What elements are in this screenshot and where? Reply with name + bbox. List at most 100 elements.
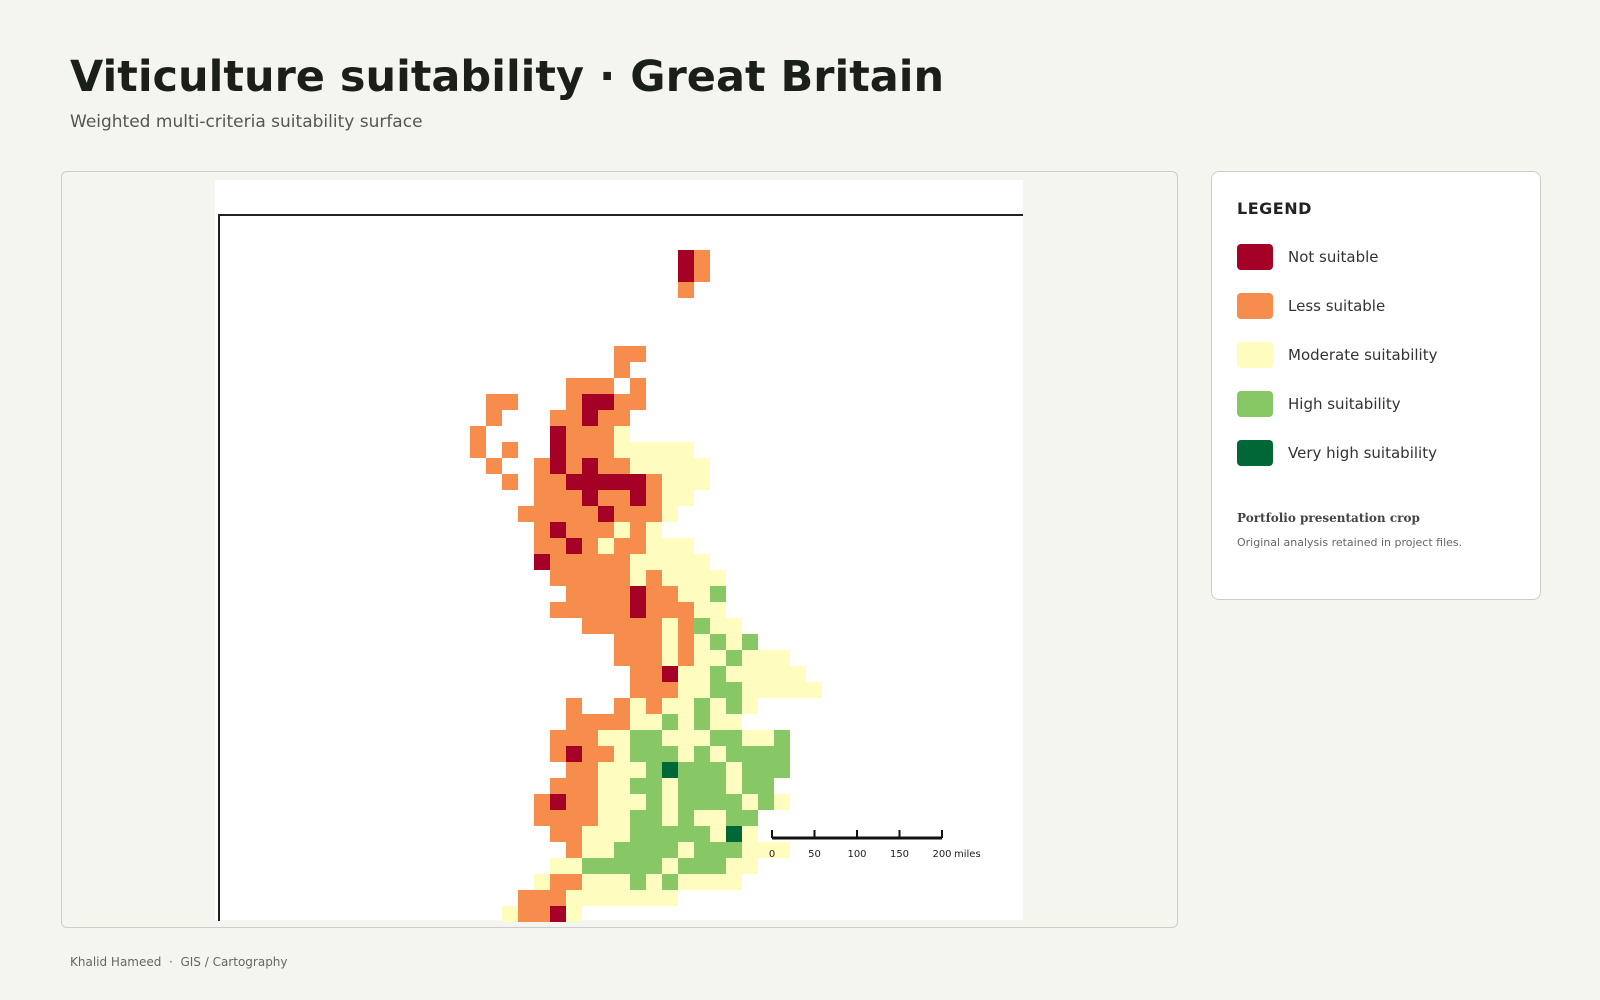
raster-cell [678, 570, 694, 586]
raster-cell [566, 394, 582, 410]
raster-cell [598, 602, 614, 618]
raster-cell [662, 778, 678, 794]
raster-cell [630, 874, 646, 890]
raster-cell [534, 554, 550, 570]
raster-cell [726, 874, 742, 890]
raster-cell [630, 522, 646, 538]
raster-cell [726, 794, 742, 810]
raster-cell [742, 746, 758, 762]
raster-cell [598, 458, 614, 474]
raster-cell [630, 634, 646, 650]
raster-cell [646, 490, 662, 506]
page-title: Viticulture suitability · Great Britain [70, 52, 945, 102]
raster-cell [534, 538, 550, 554]
raster-cell [630, 762, 646, 778]
raster-cell [550, 826, 566, 842]
raster-cell [630, 474, 646, 490]
raster-cell [694, 602, 710, 618]
raster-cell [582, 394, 598, 410]
raster-cell [566, 570, 582, 586]
raster-cell [710, 698, 726, 714]
raster-cell [710, 570, 726, 586]
raster-cell [630, 602, 646, 618]
raster-cell [774, 746, 790, 762]
raster-cell [694, 842, 710, 858]
raster-cell [630, 442, 646, 458]
raster-cell [694, 698, 710, 714]
raster-cell [710, 746, 726, 762]
raster-cell [742, 842, 758, 858]
raster-cell [742, 826, 758, 842]
raster-cell [630, 394, 646, 410]
raster-cell [710, 762, 726, 778]
raster-cell [694, 618, 710, 634]
raster-cell [566, 586, 582, 602]
raster-cell [646, 826, 662, 842]
raster-cell [566, 474, 582, 490]
raster-cell [806, 682, 822, 698]
raster-cell [614, 602, 630, 618]
raster-cell [678, 602, 694, 618]
raster-cell [614, 442, 630, 458]
raster-cell [550, 474, 566, 490]
raster-cell [566, 794, 582, 810]
raster-cell [774, 842, 790, 858]
raster-cell [662, 746, 678, 762]
raster-cell [662, 666, 678, 682]
raster-cell [566, 762, 582, 778]
raster-cell [726, 666, 742, 682]
raster-cell [566, 458, 582, 474]
scale-label: 200 [932, 849, 951, 860]
raster-cell [710, 682, 726, 698]
raster-cell [582, 618, 598, 634]
raster-cell [678, 250, 694, 266]
raster-cell [646, 890, 662, 906]
raster-cell [758, 842, 774, 858]
raster-cell [694, 634, 710, 650]
raster-cell [614, 570, 630, 586]
raster-cell [550, 442, 566, 458]
raster-cell [678, 266, 694, 282]
raster-cell [742, 810, 758, 826]
raster-cell [614, 842, 630, 858]
raster-cell [694, 826, 710, 842]
raster-cell [550, 906, 566, 922]
legend-item: High suitability [1237, 391, 1401, 417]
scale-unit: miles [954, 849, 981, 860]
note-title: Portfolio presentation crop [1237, 511, 1420, 525]
raster-cell [566, 858, 582, 874]
raster-cell [678, 874, 694, 890]
raster-cell [662, 730, 678, 746]
raster-cell [614, 346, 630, 362]
raster-cell [662, 890, 678, 906]
raster-cell [646, 682, 662, 698]
raster-cell [502, 442, 518, 458]
raster-cell [582, 602, 598, 618]
raster-cell [566, 714, 582, 730]
raster-cell [710, 826, 726, 842]
raster-cell [742, 634, 758, 650]
raster-cell [678, 490, 694, 506]
raster-cell [582, 714, 598, 730]
raster-cell [582, 570, 598, 586]
raster-cell [774, 762, 790, 778]
raster-cell [678, 682, 694, 698]
raster-cell [742, 698, 758, 714]
raster-cell [678, 778, 694, 794]
raster-cell [662, 618, 678, 634]
raster-cell [502, 394, 518, 410]
raster-cell [614, 618, 630, 634]
raster-cell [534, 458, 550, 474]
raster-cell [646, 458, 662, 474]
raster-cell [582, 378, 598, 394]
raster-cell [678, 458, 694, 474]
raster-cell [534, 810, 550, 826]
map-panel [61, 171, 1178, 928]
raster-cell [598, 426, 614, 442]
legend-swatch [1237, 391, 1273, 417]
raster-cell [694, 570, 710, 586]
footer: Khalid Hameed · GIS / Cartography [70, 955, 288, 969]
raster-cell [582, 794, 598, 810]
raster-cell [662, 682, 678, 698]
raster-cell [630, 650, 646, 666]
